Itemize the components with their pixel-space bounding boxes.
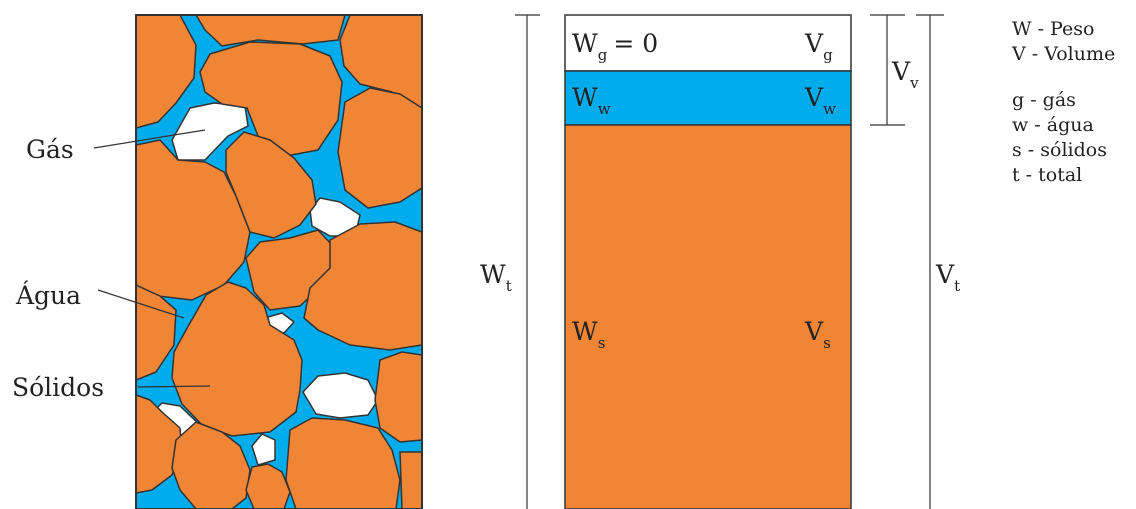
total-volume-label: Vt bbox=[935, 260, 960, 295]
solid-particle bbox=[337, 87, 422, 209]
gas-weight-label: Wg = 0 bbox=[572, 29, 658, 64]
water-weight-label: Ww bbox=[572, 83, 611, 118]
legend-item-volume: V - Volume bbox=[1011, 43, 1115, 65]
gas-label: Gás bbox=[26, 135, 74, 164]
solid-particle bbox=[285, 417, 401, 509]
water-volume-label: Vw bbox=[804, 83, 836, 118]
solid-particle bbox=[245, 463, 291, 509]
solid-particle bbox=[303, 221, 422, 351]
legend-item-gas: g - gás bbox=[1012, 89, 1076, 111]
phase-diagram: Wg = 0 Vg Ww Vw Ws Vs Wt Vv Vt bbox=[480, 14, 960, 509]
solid-phase-block bbox=[564, 124, 852, 509]
soil-sample-border bbox=[135, 14, 423, 509]
solid-particle bbox=[399, 451, 422, 509]
total-weight-label: Wt bbox=[480, 260, 512, 295]
solid-particle bbox=[225, 131, 317, 239]
water-label: Água bbox=[15, 281, 81, 310]
solids-leader-line bbox=[137, 385, 211, 388]
solid-particle bbox=[136, 284, 177, 381]
gas-void-lower-mid bbox=[251, 433, 276, 466]
gas-void-right bbox=[302, 372, 379, 419]
soil-sample bbox=[136, 15, 422, 509]
solid-particle bbox=[199, 41, 343, 157]
solid-volume-label: Vs bbox=[804, 317, 831, 352]
gas-phase-block bbox=[564, 14, 852, 72]
solid-particle bbox=[136, 15, 197, 129]
gas-leader-line bbox=[93, 129, 206, 149]
solid-weight-label: Ws bbox=[572, 317, 605, 352]
water-leader-line bbox=[97, 289, 185, 319]
water-phase-block bbox=[564, 70, 852, 126]
total-weight-bracket bbox=[515, 14, 540, 509]
solids-label: Sólidos bbox=[12, 373, 104, 402]
soil-annotations: Gás Água Sólidos bbox=[12, 129, 211, 402]
legend-item-total: t - total bbox=[1012, 164, 1082, 186]
solid-particle bbox=[171, 281, 303, 437]
solid-particle bbox=[339, 15, 422, 109]
solid-particles bbox=[136, 15, 422, 509]
solid-particle bbox=[195, 15, 346, 47]
legend-item-solids: s - sólidos bbox=[1012, 139, 1107, 161]
gas-volume-label: Vg bbox=[804, 29, 833, 64]
solid-particle bbox=[171, 421, 251, 509]
legend-item-water: w - água bbox=[1012, 114, 1094, 136]
void-volume-label: Vv bbox=[891, 57, 919, 92]
total-volume-bracket bbox=[916, 14, 944, 509]
solid-particle bbox=[374, 351, 422, 443]
legend-item-weight: W - Peso bbox=[1012, 18, 1094, 40]
legend: W - Peso V - Volume g - gás w - água s -… bbox=[1011, 18, 1115, 186]
void-volume-bracket bbox=[870, 14, 905, 126]
